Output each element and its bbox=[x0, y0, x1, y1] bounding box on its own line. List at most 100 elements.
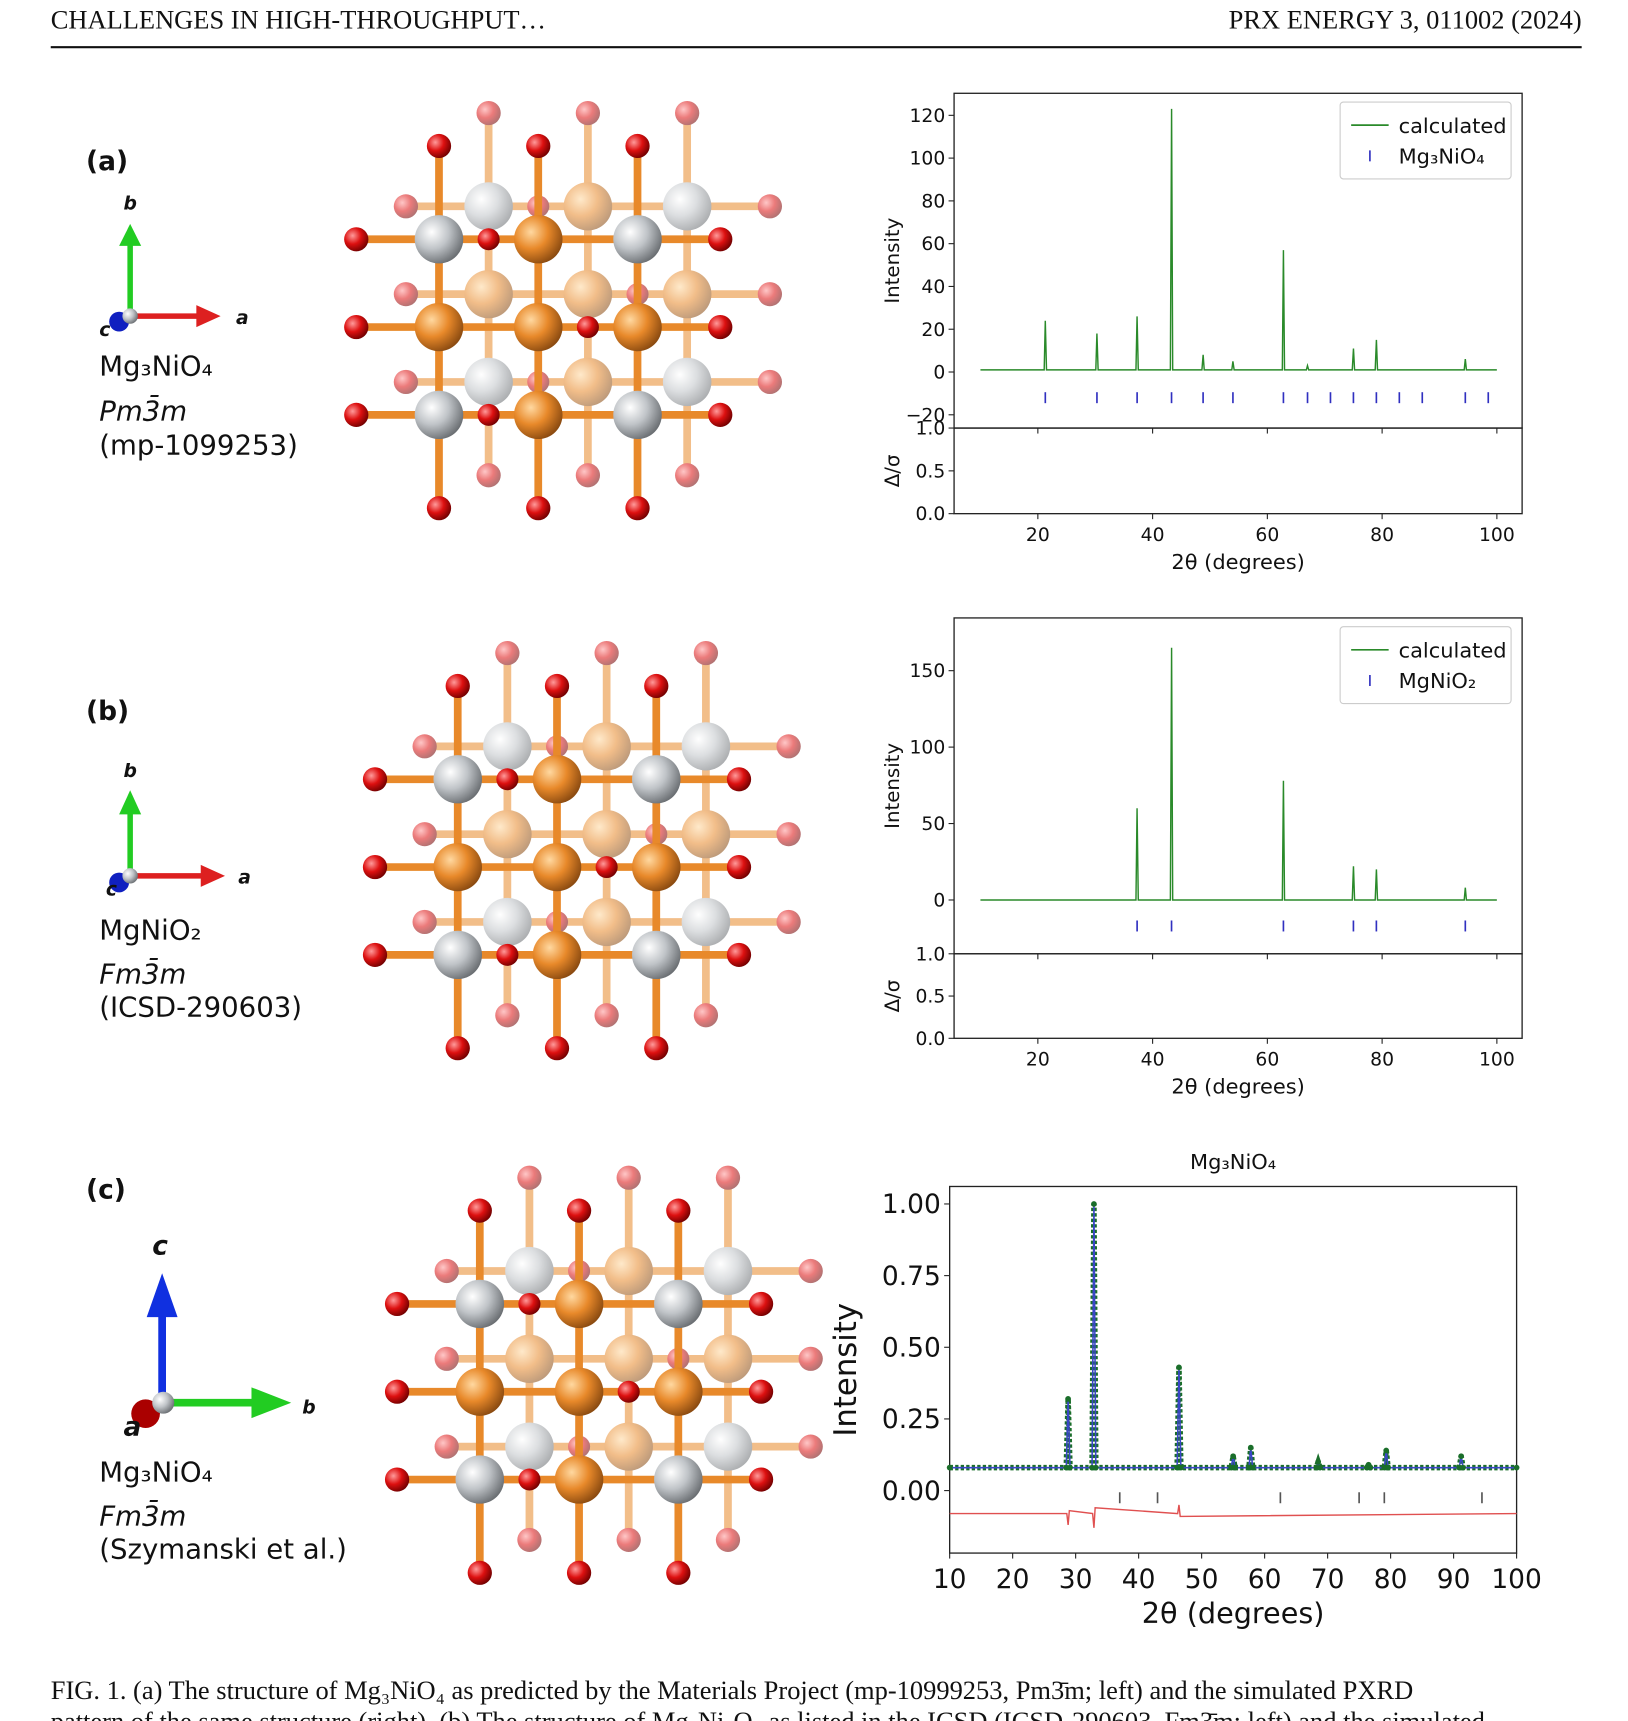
x-tick-label: 50 bbox=[1185, 1564, 1219, 1595]
caption-line: pattern of the same structure (right). (… bbox=[51, 1706, 1485, 1721]
x-axis-label: 2θ (degrees) bbox=[1171, 1075, 1304, 1099]
y-tick-label: 50 bbox=[921, 814, 945, 835]
residual-frame bbox=[953, 427, 1523, 515]
observed-point bbox=[1177, 1464, 1184, 1471]
line bbox=[980, 647, 1497, 901]
axis-letter: c bbox=[106, 880, 117, 901]
y-axis-label: Intensity bbox=[828, 1303, 864, 1437]
axis-letter: c bbox=[152, 1231, 168, 1262]
formula: Mg₃NiO₄ bbox=[99, 350, 212, 382]
observed-point bbox=[1067, 1464, 1073, 1471]
crystal-structure bbox=[363, 641, 801, 1060]
observed-point bbox=[1065, 1396, 1071, 1402]
y-tick-label: 0.5 bbox=[915, 461, 945, 482]
observed-point bbox=[1092, 1464, 1099, 1471]
observed-point bbox=[1513, 1464, 1520, 1471]
source-id: (ICSD-290603) bbox=[99, 991, 302, 1023]
axes-icon bbox=[131, 1273, 292, 1428]
y-tick-label: 80 bbox=[921, 191, 945, 212]
axis-letter: a bbox=[124, 1412, 142, 1443]
observed-point bbox=[1247, 1444, 1254, 1451]
observed-point bbox=[1315, 1459, 1322, 1465]
header-right: PRX ENERGY 3, 011002 (2024) bbox=[1229, 5, 1582, 35]
x-tick-label: 100 bbox=[1479, 1050, 1515, 1071]
x-tick-label: 80 bbox=[1370, 1050, 1394, 1071]
x-tick-label: 20 bbox=[1026, 1050, 1050, 1071]
y-tick-label: 0 bbox=[933, 363, 945, 384]
x-tick-label: 20 bbox=[1026, 525, 1050, 546]
legend-label: calculated bbox=[1399, 114, 1507, 138]
legend-box bbox=[1339, 626, 1512, 705]
observed-line bbox=[949, 1203, 1517, 1471]
y-tick-label: 0 bbox=[933, 891, 945, 912]
x-tick-label: 30 bbox=[1059, 1564, 1093, 1595]
observed-point bbox=[1249, 1464, 1256, 1471]
y-tick-label: 1.0 bbox=[915, 419, 945, 440]
observed-point bbox=[1230, 1453, 1237, 1460]
y-axis-label: Intensity bbox=[881, 743, 904, 829]
axis-letter: a bbox=[238, 868, 251, 889]
formula: Mg₃NiO₄ bbox=[99, 1457, 212, 1489]
x-tick-label: 100 bbox=[1491, 1564, 1541, 1595]
axis-letter: a bbox=[236, 308, 249, 329]
panel-label: (c) bbox=[86, 1175, 126, 1206]
y-tick-label: 1.0 bbox=[915, 944, 945, 965]
residual-frame bbox=[953, 953, 1523, 1039]
y-tick-label: 120 bbox=[909, 106, 945, 127]
observed-point bbox=[1385, 1464, 1391, 1471]
observed-point bbox=[1460, 1464, 1466, 1471]
crystal-structure bbox=[344, 101, 782, 520]
observed-point bbox=[1232, 1464, 1238, 1471]
x-axis-label: 2θ (degrees) bbox=[1142, 1596, 1325, 1630]
caption-line: FIG. 1. (a) The structure of Mg₃NiO₄ as … bbox=[51, 1675, 1414, 1705]
x-tick-label: 40 bbox=[1122, 1564, 1156, 1595]
plot-frame bbox=[949, 1185, 1518, 1554]
x-tick-label: 20 bbox=[996, 1564, 1030, 1595]
axes-icon bbox=[109, 790, 226, 893]
observed-point bbox=[1317, 1464, 1323, 1471]
x-tick-label: 100 bbox=[1479, 525, 1515, 546]
y-tick-label: 100 bbox=[909, 149, 945, 170]
y-axis-label: Intensity bbox=[881, 217, 904, 303]
y-tick-label: 150 bbox=[909, 661, 945, 682]
calculated-line bbox=[949, 1203, 1517, 1469]
y-tick-label: 0.50 bbox=[882, 1333, 941, 1364]
observed-point bbox=[1091, 1201, 1097, 1207]
legend-box bbox=[1339, 101, 1512, 180]
observed-point bbox=[1383, 1447, 1390, 1454]
observed-point bbox=[1367, 1464, 1374, 1471]
line bbox=[980, 108, 1497, 371]
axis-letter: b bbox=[124, 194, 137, 215]
axis-letter: b bbox=[124, 761, 137, 782]
crystal-structure bbox=[385, 1166, 823, 1585]
x-tick-label: 40 bbox=[1141, 1050, 1165, 1071]
panel-label: (b) bbox=[86, 696, 129, 727]
y-tick-label: 20 bbox=[921, 320, 945, 341]
space-group: Fm3̄m bbox=[99, 956, 186, 990]
observed-point bbox=[1176, 1364, 1182, 1371]
y-axis-label: Δ/σ bbox=[881, 455, 904, 488]
legend-label: MgNiO₂ bbox=[1399, 669, 1477, 693]
axes-icon bbox=[109, 223, 221, 332]
y-tick-label: 0.25 bbox=[882, 1404, 941, 1435]
y-tick-label: −20 bbox=[906, 405, 946, 426]
y-axis-label: Δ/σ bbox=[881, 980, 904, 1013]
y-tick-label: 1.00 bbox=[882, 1189, 941, 1220]
y-tick-label: 0.75 bbox=[882, 1261, 941, 1292]
x-tick-label: 90 bbox=[1437, 1564, 1471, 1595]
x-tick-label: 70 bbox=[1311, 1564, 1345, 1595]
source-id: (Szymanski et al.) bbox=[99, 1534, 347, 1566]
x-tick-label: 80 bbox=[1374, 1564, 1408, 1595]
chart-title: Mg₃NiO₄ bbox=[1190, 1150, 1276, 1174]
y-tick-label: 0.0 bbox=[915, 504, 945, 525]
observed-point bbox=[946, 1464, 953, 1471]
source-id: (mp-1099253) bbox=[99, 429, 298, 461]
x-tick-label: 60 bbox=[1255, 1050, 1279, 1071]
x-tick-label: 60 bbox=[1255, 525, 1279, 546]
x-tick-label: 40 bbox=[1141, 525, 1165, 546]
line bbox=[949, 1504, 1517, 1528]
header-left: CHALLENGES IN HIGH-THROUGHPUT… bbox=[51, 5, 546, 35]
